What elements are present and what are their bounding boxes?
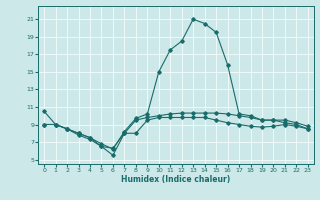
X-axis label: Humidex (Indice chaleur): Humidex (Indice chaleur) bbox=[121, 175, 231, 184]
